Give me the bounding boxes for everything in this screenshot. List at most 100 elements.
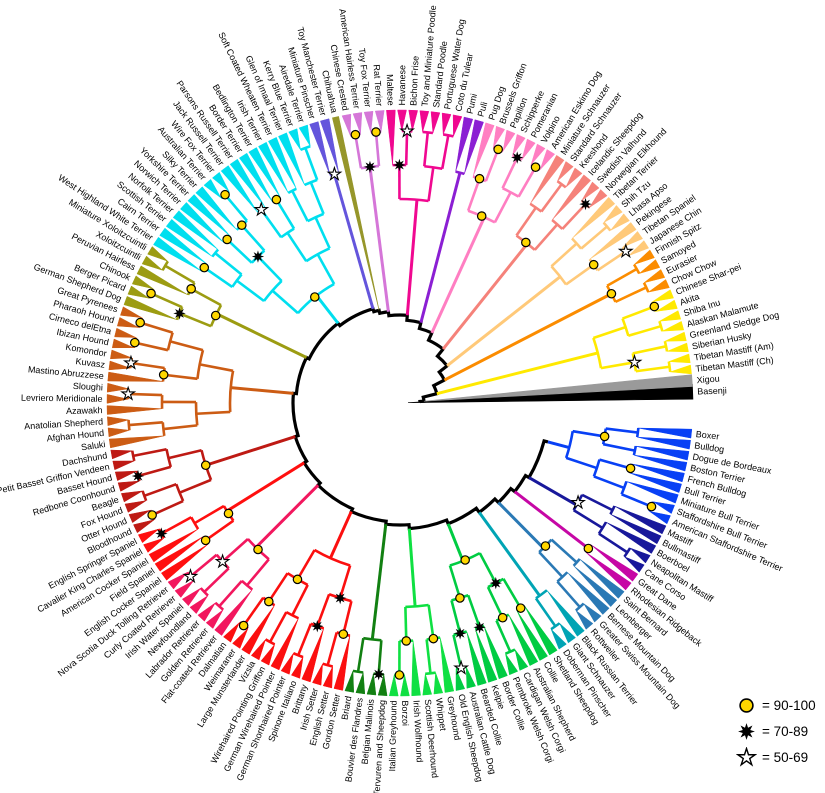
tip-wedge: [559, 623, 576, 644]
tip-wedge: [153, 236, 202, 272]
support-90-100-marker: [394, 670, 405, 680]
tip-wedge: [626, 481, 679, 504]
branch-arc: [597, 521, 608, 535]
branch-arc: [363, 636, 382, 642]
branch-radial: [199, 363, 234, 373]
branch-arc: [455, 170, 465, 176]
clade-stem: [547, 440, 570, 449]
support-70-89-marker: [251, 250, 265, 263]
branch-radial: [466, 178, 481, 212]
tip-wedge: [205, 609, 224, 629]
tip-wedge: [120, 306, 142, 318]
branch-radial: [534, 597, 557, 628]
breed-label: Pumi: [465, 93, 480, 115]
tip-wedge: [629, 547, 651, 564]
backbone: [291, 306, 549, 531]
tip-wedge: [624, 556, 645, 573]
branch-radial: [139, 321, 174, 334]
tip-wedge: [419, 110, 430, 133]
branch-arc: [501, 187, 520, 198]
breed-label: Levriero Meridionale: [21, 393, 103, 404]
tip-wedge: [322, 666, 333, 689]
legend-row-50-69: = 50-69: [736, 744, 825, 770]
branch-radial: [484, 148, 500, 182]
tip-wedge: [638, 427, 693, 439]
branch-radial: [134, 341, 169, 352]
support-legend: = 90-100 = 70-89 = 50-69: [736, 692, 825, 770]
branch-radial: [271, 289, 299, 315]
support-90-100-marker: [264, 596, 274, 607]
tip-wedge: [223, 622, 240, 643]
branch-radial: [581, 493, 614, 512]
branch-arc: [425, 671, 436, 676]
tip-wedge: [181, 587, 201, 607]
support-90-100-marker: [271, 194, 282, 205]
clade-stem: [443, 292, 613, 382]
branch-radial: [309, 181, 325, 215]
support-90-100-marker: [309, 292, 320, 302]
tip-wedge: [653, 501, 675, 514]
support-70-89-marker: [453, 627, 467, 640]
branch-radial: [486, 586, 504, 619]
branch-radial: [561, 203, 587, 230]
branch-radial: [565, 263, 595, 286]
tip-wedge: [197, 602, 216, 622]
tip-wedge: [172, 210, 219, 250]
branch-radial: [614, 286, 647, 304]
tip-wedge: [238, 152, 273, 203]
tip-wedge: [116, 317, 139, 328]
branch-radial: [635, 365, 670, 373]
tip-wedge: [455, 116, 474, 172]
tip-wedge: [465, 666, 476, 689]
support-90-100-marker: [515, 603, 526, 613]
branch-arc: [280, 227, 295, 239]
support-50-69-marker: [214, 553, 231, 569]
tip-wedge: [514, 649, 529, 671]
branch-radial: [556, 580, 581, 608]
branch-radial: [342, 600, 353, 635]
tip-wedge: [648, 279, 670, 293]
tip-wedge: [108, 360, 131, 371]
branch-radial: [214, 252, 243, 276]
clade-asian-toy: [446, 196, 650, 368]
support-90-100-marker: [146, 288, 156, 299]
support-90-100-marker: [540, 541, 551, 551]
breed-label: Havanese: [397, 65, 407, 106]
branch-radial: [550, 538, 578, 564]
support-90-100-marker: [210, 310, 221, 321]
tip-wedge: [344, 670, 355, 693]
tip-wedge: [464, 119, 484, 174]
branch-arc: [399, 197, 429, 203]
branch-radial: [502, 578, 522, 609]
clade-stem: [315, 294, 340, 325]
branch-radial: [179, 312, 212, 328]
tip-wedge: [493, 125, 506, 148]
branch-radial: [168, 448, 202, 460]
branch-radial: [550, 242, 578, 268]
branch-arc: [442, 133, 454, 138]
branch-radial: [164, 264, 196, 285]
support-90-100-marker: [292, 574, 303, 585]
support-90-100-marker: [222, 234, 232, 245]
branch-radial: [600, 361, 635, 370]
branch-radial: [236, 279, 265, 303]
breed-label: Irish Wolfhound: [411, 700, 424, 763]
breed-label: Italian Greyhound: [387, 700, 399, 771]
branch-radial: [316, 253, 336, 285]
branch-radial: [606, 267, 638, 287]
breed-label: Boxer: [695, 429, 719, 441]
support-50-69-marker: [122, 354, 139, 370]
tip-wedge: [110, 449, 133, 460]
branch-radial: [316, 593, 331, 627]
branch-arc: [322, 662, 334, 668]
branch-radial: [572, 509, 604, 530]
breed-label: Rat Terrier: [372, 64, 385, 106]
support-90-100-marker: [147, 510, 157, 520]
support-50-69-marker: [399, 122, 416, 138]
tip-wedge: [664, 331, 687, 342]
legend-label-90-100: = 90-100: [762, 697, 816, 713]
clade-retriever: [167, 484, 320, 636]
tip-wedge: [639, 259, 661, 274]
tip-wedge: [110, 349, 132, 360]
support-70-89-marker: [363, 160, 377, 174]
